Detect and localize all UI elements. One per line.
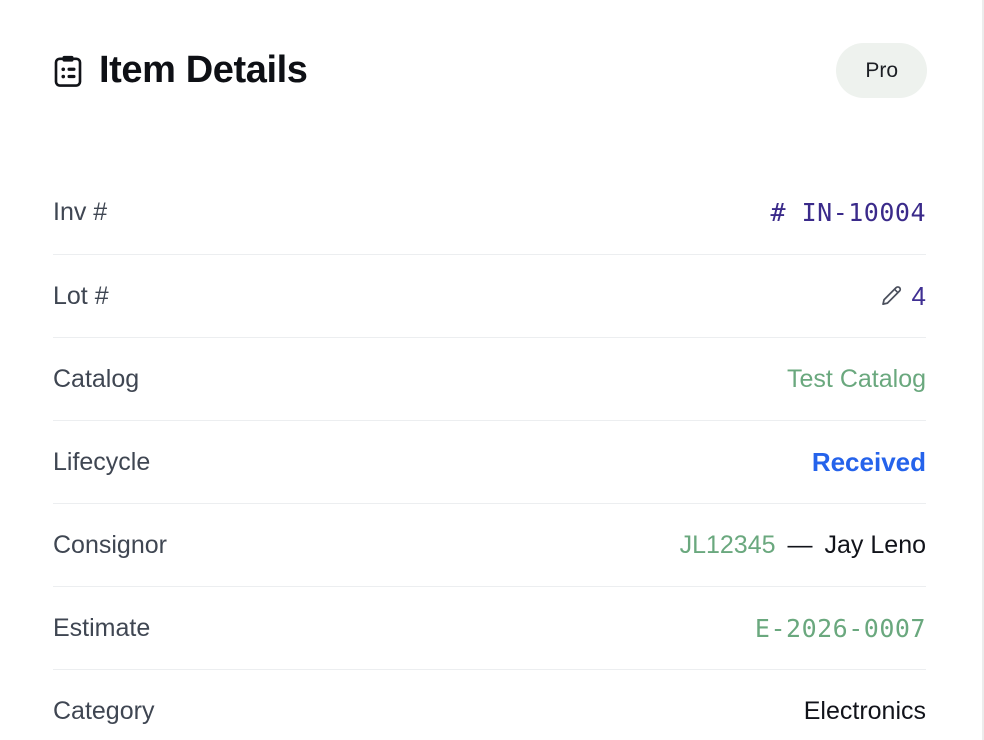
- detail-value-lot-number: 4: [880, 283, 926, 309]
- consignor-code[interactable]: JL12345: [679, 530, 776, 559]
- panel-header: Item Details Pro: [53, 0, 927, 118]
- detail-row-inv-number: Inv # # IN-10004: [53, 171, 926, 254]
- detail-value-inv-number: # IN-10004: [770, 200, 926, 225]
- consignor-name: Jay Leno: [824, 530, 926, 559]
- clipboard-list-icon: [54, 55, 82, 87]
- lot-number-value: 4: [911, 281, 926, 311]
- detail-value-estimate: E-2026-0007: [755, 616, 926, 641]
- detail-label: Consignor: [53, 530, 167, 559]
- detail-row-category: Category Electronics: [53, 669, 926, 740]
- header-title-group: Item Details: [53, 51, 836, 89]
- category-value: Electronics: [803, 696, 926, 725]
- detail-row-lot-number: Lot # 4: [53, 254, 926, 337]
- detail-label: Inv #: [53, 198, 108, 226]
- detail-value-category: Electronics: [803, 696, 926, 725]
- page-title: Item Details: [99, 49, 308, 91]
- detail-value-consignor: JL12345 — Jay Leno: [679, 530, 926, 559]
- detail-label: Lot #: [53, 281, 109, 310]
- detail-label: Category: [53, 696, 155, 725]
- detail-row-estimate: Estimate E-2026-0007: [53, 586, 926, 669]
- inv-number-value: # IN-10004: [770, 198, 926, 227]
- detail-label: Catalog: [53, 364, 140, 393]
- catalog-value[interactable]: Test Catalog: [787, 364, 926, 393]
- detail-label: Estimate: [53, 613, 151, 642]
- pencil-icon[interactable]: [880, 285, 902, 307]
- lifecycle-status-badge[interactable]: Received: [811, 447, 926, 477]
- detail-row-catalog: Catalog Test Catalog: [53, 337, 926, 420]
- detail-row-lifecycle: Lifecycle Received: [53, 420, 926, 503]
- detail-value-catalog: Test Catalog: [787, 364, 926, 393]
- detail-label: Lifecycle: [53, 447, 151, 476]
- consignor-separator: —: [787, 530, 813, 559]
- estimate-value[interactable]: E-2026-0007: [754, 613, 926, 643]
- detail-value-lifecycle: Received: [812, 449, 926, 475]
- details-list: Inv # # IN-10004 Lot # 4 Catalog: [53, 171, 926, 740]
- pro-badge: Pro: [836, 42, 927, 98]
- detail-row-consignor: Consignor JL12345 — Jay Leno: [53, 503, 926, 586]
